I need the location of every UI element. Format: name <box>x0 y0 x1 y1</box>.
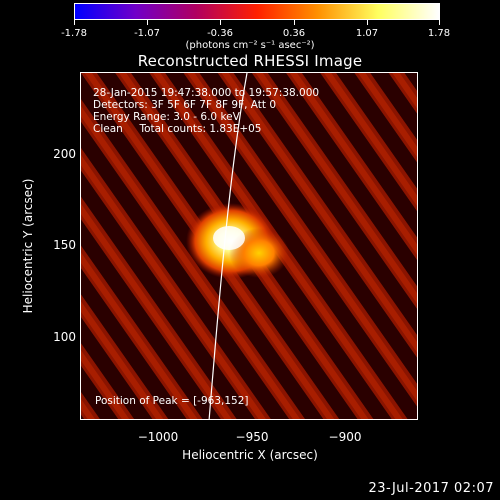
info-energy-range: Energy Range: 3.0 - 6.0 keV <box>93 111 240 123</box>
info-clean-counts: Clean Total counts: 1.83E+05 <box>93 123 262 135</box>
colorbar-tick-label: -0.36 <box>207 28 233 39</box>
colorbar-tick-label: -1.78 <box>61 28 87 39</box>
colorbar-tickmark <box>147 20 148 25</box>
peak-position-label: Position of Peak = [-963,152] <box>95 395 249 407</box>
colorbar-ticks: -1.78 -1.07 -0.36 0.36 1.07 1.78 <box>0 0 500 40</box>
y-tick-label: 200 <box>53 147 76 161</box>
colorbar <box>74 3 440 20</box>
y-tick-label: 150 <box>53 238 76 252</box>
colorbar-tick-label: 1.78 <box>427 28 451 39</box>
x-tick-label: −1000 <box>137 430 179 444</box>
y-axis-label: Heliocentric Y (arcsec) <box>21 178 35 314</box>
colorbar-tick-label: 1.07 <box>355 28 379 39</box>
image-plot: 28-Jan-2015 19:47:38.000 to 19:57:38.000… <box>80 72 418 420</box>
plot-title: Reconstructed RHESSI Image <box>137 52 363 70</box>
colorbar-tickmark <box>439 20 440 25</box>
colorbar-tick-label: 0.36 <box>282 28 306 39</box>
solar-limb-line <box>208 73 248 419</box>
x-tick-label: −950 <box>235 430 269 444</box>
colorbar-tickmark <box>74 20 75 25</box>
source-peak <box>213 226 245 250</box>
hxr-image <box>81 73 417 419</box>
colorbar-tickmark <box>294 20 295 25</box>
colorbar-tickmark <box>367 20 368 25</box>
colorbar-tick-label: -1.07 <box>134 28 160 39</box>
footer-date: 23-Jul-2017 02:07 <box>368 481 494 496</box>
colorbar-units: (photons cm⁻² s⁻¹ asec⁻²) <box>185 40 315 51</box>
y-tick-label: 100 <box>53 330 76 344</box>
info-date-range: 28-Jan-2015 19:47:38.000 to 19:57:38.000 <box>93 87 320 99</box>
colorbar-tickmark <box>220 20 221 25</box>
x-tick-label: −900 <box>328 430 362 444</box>
info-detectors: Detectors: 3F 5F 6F 7F 8F 9F, Att 0 <box>93 99 277 111</box>
x-axis-label: Heliocentric X (arcsec) <box>182 448 318 462</box>
